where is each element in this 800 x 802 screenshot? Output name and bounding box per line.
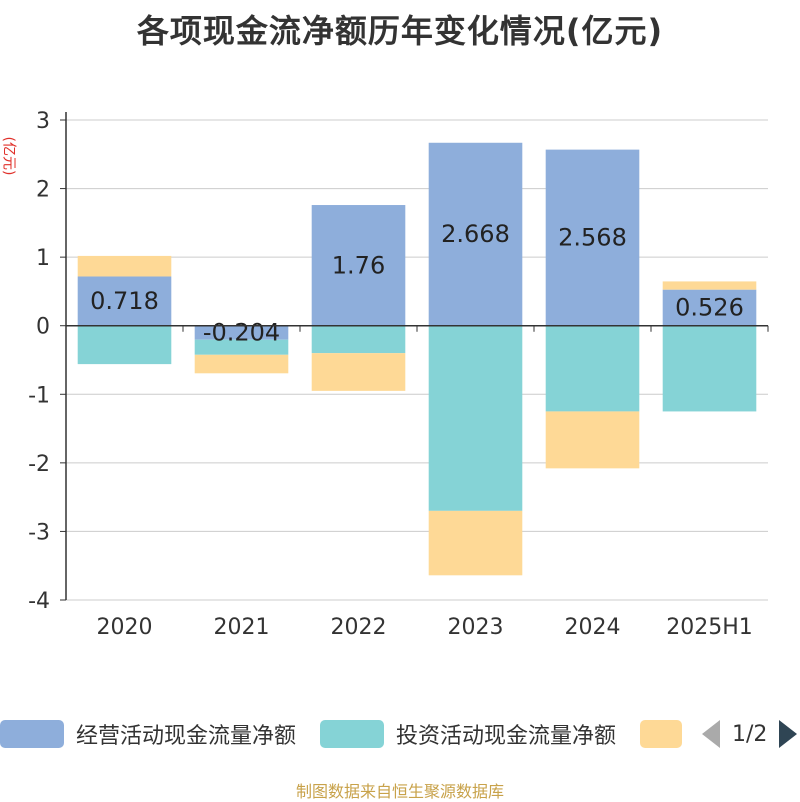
data-label: 2.568	[558, 224, 627, 252]
legend-page-indicator: 1/2	[732, 721, 768, 747]
legend-swatch-investing	[320, 720, 384, 748]
data-source: 制图数据来自恒生聚源数据库	[295, 782, 504, 801]
legend-swatch-financing	[640, 720, 682, 748]
y-tick-label: 2	[36, 178, 50, 203]
bar-series1-2020	[77, 325, 172, 365]
bar-chart: 3 2 1 0 -1 -2 -3 -4 0.718 -0.204 1.76 2.668 2.568 0.5…	[28, 109, 769, 640]
bar-series0-2023	[428, 142, 523, 326]
x-tick-label: 2025H1	[666, 615, 753, 640]
data-label: 0.526	[675, 294, 744, 322]
data-label: 1.76	[332, 251, 385, 279]
bar-series1-2024	[545, 325, 640, 412]
y-tick-label: 3	[36, 109, 50, 134]
bar-series0-2020	[77, 276, 172, 326]
data-label: 0.718	[90, 287, 159, 315]
data-label: 2.668	[441, 220, 510, 248]
bar-series0-2024	[545, 149, 640, 326]
bar-series2-2020	[77, 255, 172, 277]
y-tick-label: -3	[28, 520, 50, 545]
x-tick-label: 2021	[214, 615, 270, 640]
bar-series2-2024	[545, 411, 640, 469]
legend: 经营活动现金流量净额 投资活动现金流量净额 1/2	[0, 716, 800, 756]
legend-swatch-operating	[0, 720, 64, 748]
y-tick-label: 0	[36, 315, 50, 340]
bar-series0-2021	[194, 325, 289, 340]
x-tick-label: 2024	[565, 615, 621, 640]
bar-series2-2021	[194, 354, 289, 374]
legend-pager: 1/2	[702, 716, 798, 752]
y-tick-label: -4	[28, 589, 50, 614]
bar-series2-2022	[311, 353, 406, 391]
x-tick-label: 2022	[331, 615, 387, 640]
bar-series1-2022	[311, 325, 406, 354]
legend-label-operating: 经营活动现金流量净额	[76, 724, 297, 749]
bar-series2-2025H1	[662, 281, 757, 290]
legend-prev-page-icon[interactable]	[702, 720, 720, 748]
y-tick-label: 1	[36, 246, 50, 271]
y-tick-label: -2	[28, 452, 50, 477]
legend-item-operating[interactable]: 经营活动现金流量净额	[0, 716, 296, 752]
bar-series1-2025H1	[662, 325, 757, 412]
x-tick-label: 2023	[448, 615, 504, 640]
bar-series0-2025H1	[662, 289, 757, 326]
bar-series0-2022	[311, 205, 406, 326]
legend-label-investing: 投资活动现金流量净额	[396, 724, 617, 749]
bar-series1-2023	[428, 325, 523, 511]
x-tick-label: 2020	[97, 615, 153, 640]
bar-series1-2021	[194, 339, 289, 355]
legend-next-page-icon[interactable]	[779, 720, 798, 748]
bar-series2-2023	[428, 510, 523, 576]
legend-item-investing[interactable]: 投资活动现金流量净额	[320, 716, 616, 752]
y-tick-label: -1	[28, 383, 50, 408]
legend-item-financing[interactable]	[640, 716, 694, 752]
data-label: -0.204	[203, 319, 280, 347]
chart-title: 各项现金流净额历年变化情况(亿元)	[136, 12, 664, 50]
